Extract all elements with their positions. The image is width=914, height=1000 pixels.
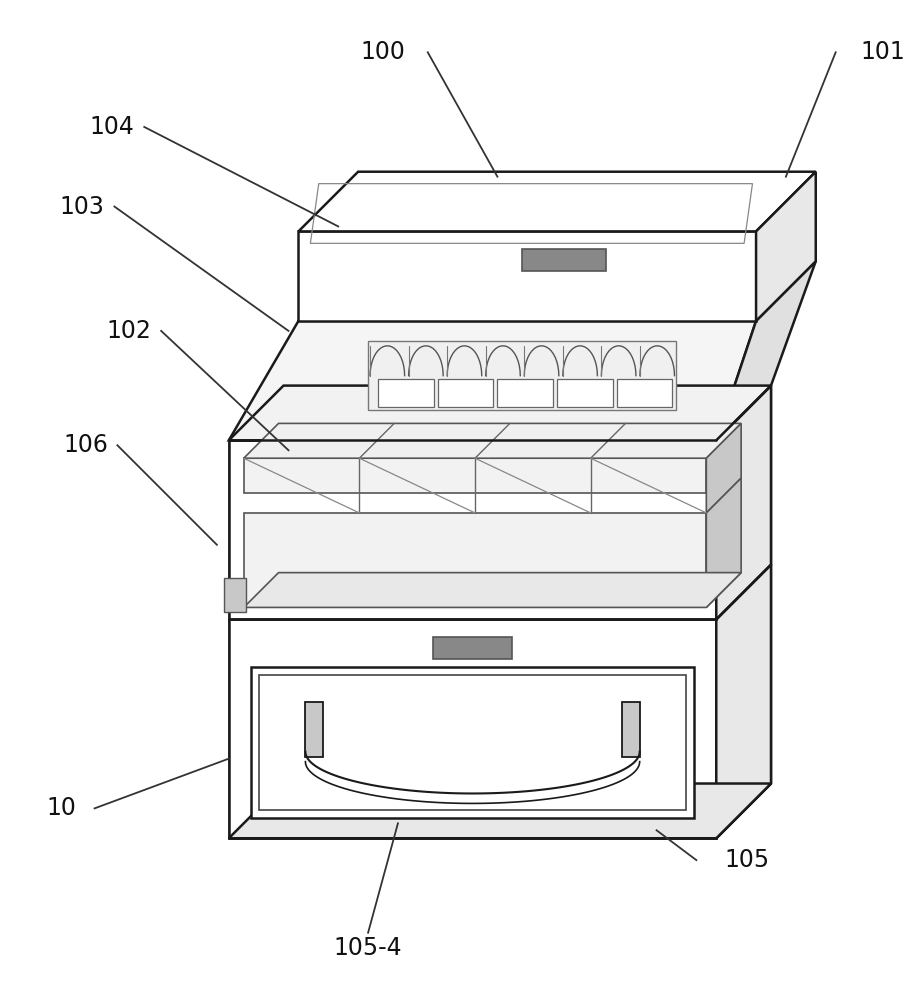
Polygon shape [438,379,494,407]
Polygon shape [228,440,717,838]
Polygon shape [717,386,771,838]
Polygon shape [228,440,717,619]
Polygon shape [244,513,707,607]
Text: 100: 100 [360,40,406,64]
Polygon shape [228,784,771,838]
Polygon shape [717,565,771,838]
Polygon shape [756,172,816,321]
Text: 106: 106 [63,433,108,457]
Polygon shape [244,458,707,493]
Polygon shape [228,619,717,838]
Polygon shape [250,667,695,818]
Polygon shape [328,285,772,321]
Polygon shape [259,675,686,810]
Text: 103: 103 [59,195,104,219]
Polygon shape [299,231,756,321]
Text: 105-4: 105-4 [334,936,402,960]
Polygon shape [432,637,513,659]
Polygon shape [368,341,676,410]
Text: 101: 101 [860,40,905,64]
Polygon shape [378,379,434,407]
Polygon shape [228,321,756,440]
Polygon shape [707,423,741,513]
Text: 10: 10 [47,796,77,820]
Text: 104: 104 [89,115,133,139]
Text: 105: 105 [724,848,770,872]
Polygon shape [228,386,771,440]
Polygon shape [622,702,640,757]
Polygon shape [244,573,741,607]
Polygon shape [558,379,612,407]
Polygon shape [707,478,741,607]
Polygon shape [299,172,816,231]
Text: 102: 102 [107,319,152,343]
Polygon shape [224,578,246,612]
Polygon shape [522,249,606,271]
Polygon shape [305,702,324,757]
Polygon shape [717,386,771,619]
Polygon shape [717,261,816,440]
Polygon shape [617,379,673,407]
Polygon shape [228,784,771,838]
Polygon shape [244,423,741,458]
Polygon shape [497,379,553,407]
